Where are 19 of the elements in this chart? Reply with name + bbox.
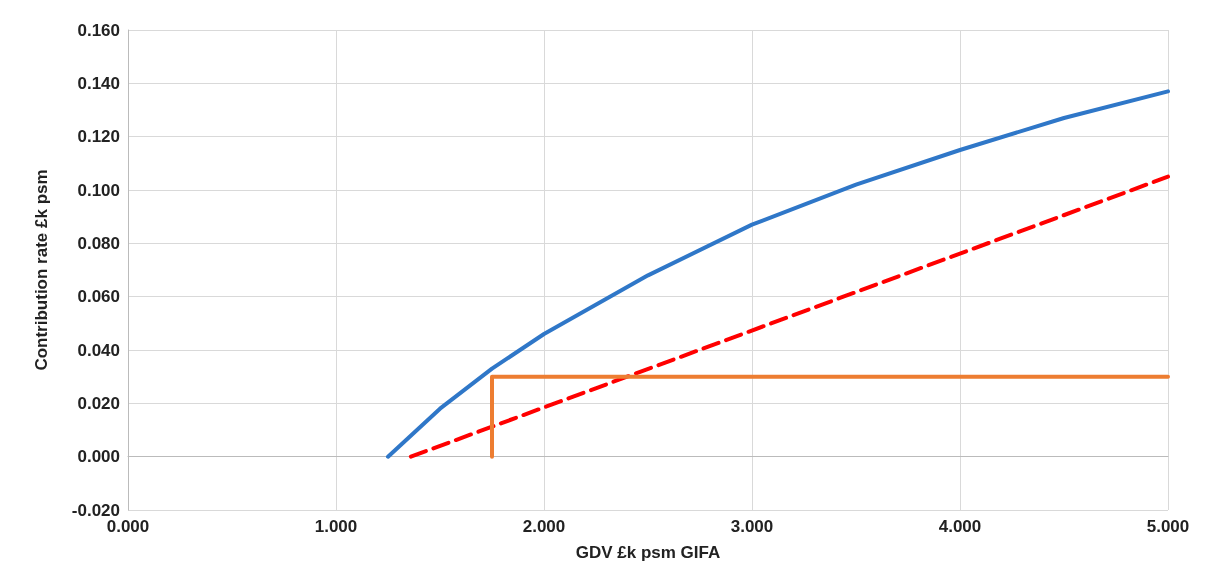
y-tick-label: 0.020 — [77, 393, 120, 413]
y-tick-label: 0.100 — [77, 180, 120, 200]
x-tick-label: 1.000 — [314, 517, 358, 536]
x-tick-label: 5.000 — [1146, 517, 1190, 536]
x-tick-label: 4.000 — [938, 517, 982, 536]
y-tick-label: 0.140 — [77, 73, 120, 93]
y-tick-label: -0.020 — [71, 500, 120, 520]
line-series — [386, 89, 1170, 459]
x-tick-label: 0.000 — [106, 517, 150, 536]
y-tick-label: 0.080 — [77, 233, 120, 253]
y-tick-label: 0.160 — [77, 20, 120, 40]
y-axis-title: Contribution rate £k psm — [32, 169, 51, 371]
y-tick-label: 0.120 — [77, 127, 120, 147]
y-tick-label: 0.000 — [77, 447, 120, 467]
x-axis-title: GDV £k psm GIFA — [575, 543, 721, 562]
x-tick-label: 2.000 — [522, 517, 566, 536]
x-tick-label: 3.000 — [730, 517, 774, 536]
y-tick-label: 0.060 — [77, 287, 120, 307]
y-tick-label: 0.040 — [77, 340, 120, 360]
